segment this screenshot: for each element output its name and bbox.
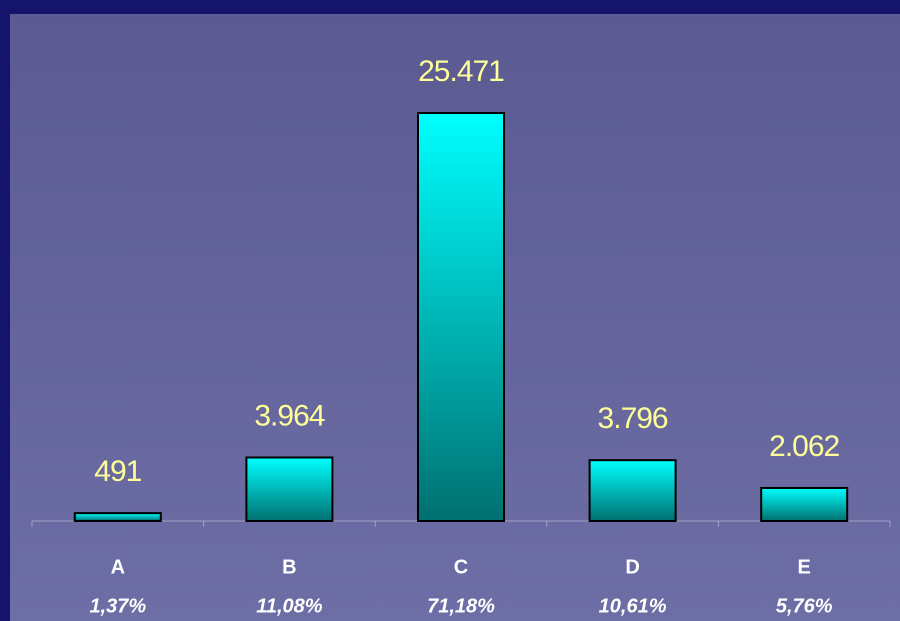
value-label: 25.471 <box>418 55 504 88</box>
x-tick-label: C <box>454 556 468 578</box>
category-note: 71,18% <box>427 595 495 617</box>
x-tick-label: A <box>111 556 125 578</box>
value-label: 2.062 <box>769 430 839 463</box>
category-note: 11,08% <box>256 595 323 617</box>
category-note: 5,76% <box>776 595 833 617</box>
category-note: 1,37% <box>89 595 146 617</box>
bar <box>588 459 677 523</box>
bar <box>417 112 505 522</box>
x-tick-label: E <box>798 556 811 578</box>
bar <box>245 456 334 522</box>
category-note: 10,61% <box>599 595 667 617</box>
x-tick-label: D <box>625 556 639 578</box>
x-tick-label: B <box>282 556 296 578</box>
bar <box>73 512 162 523</box>
value-label: 3.964 <box>254 399 324 432</box>
value-label: 491 <box>94 455 141 488</box>
bar <box>760 486 849 522</box>
value-label: 3.796 <box>598 402 668 435</box>
